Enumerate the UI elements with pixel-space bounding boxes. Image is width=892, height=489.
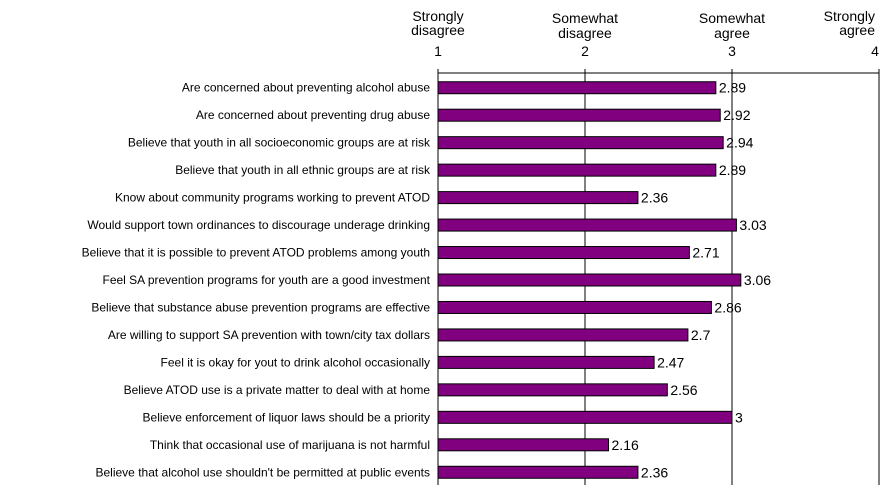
bar-14	[437, 465, 639, 479]
bar-0	[437, 81, 717, 95]
category-label-11: Believe ATOD use is a private matter to …	[124, 383, 431, 397]
bar-10	[437, 355, 655, 369]
value-labels: 2.89 2.92 2.94 2.89 2.36 3.03 2.71 3.062.862.7 2…	[612, 80, 772, 481]
x-tick-label-mid-4: agree	[839, 22, 875, 38]
x-tick-label-num-4: 4	[871, 43, 879, 59]
category-label-4: Know about community programs working to…	[115, 191, 430, 205]
value-label-13: 2.16	[612, 437, 639, 453]
value-label-6: 2.71	[692, 245, 719, 261]
value-label-5: 3.03	[739, 217, 766, 233]
category-label-13: Think that occasional use of marijuana i…	[150, 438, 430, 452]
x-tick-label-mid-3: agree	[714, 25, 750, 41]
bars	[437, 81, 742, 479]
bar-6	[437, 246, 690, 260]
category-label-7: Feel SA prevention programs for youth ar…	[102, 273, 430, 287]
bar-3	[437, 163, 717, 177]
category-label-9: Are willing to support SA prevention wit…	[108, 328, 430, 342]
value-label-2: 2.94	[726, 135, 753, 151]
category-label-10: Feel it is okay for yout to drink alcoho…	[161, 355, 430, 369]
bar-13	[437, 438, 610, 452]
category-labels: Are concerned about preventing alcohol a…	[82, 81, 431, 480]
bar-1	[437, 108, 721, 122]
value-label-8: 2.86	[714, 299, 741, 315]
value-label-4: 2.36	[641, 190, 668, 206]
bar-11	[437, 383, 668, 397]
value-label-14: 2.36	[641, 464, 668, 480]
category-label-14: Believe that alcohol use shouldn't be pe…	[96, 465, 431, 479]
category-label-8: Believe that substance abuse prevention …	[91, 300, 430, 314]
value-label-12: 3	[735, 409, 743, 425]
category-label-3: Believe that youth in all ethnic groups …	[175, 163, 431, 177]
x-tick-labels: Stronglydisagree1Somewhatdisagree2Somewh…	[411, 8, 879, 59]
value-label-3: 2.89	[719, 162, 746, 178]
value-label-7: 3.06	[744, 272, 771, 288]
x-tick-label-top-2: Somewhat	[552, 10, 618, 26]
value-label-11: 2.56	[670, 382, 697, 398]
x-tick-label-num-3: 3	[728, 43, 736, 59]
x-tick-label-num-1: 1	[434, 43, 442, 59]
category-label-2: Believe that youth in all socioeconomic …	[128, 136, 431, 150]
bar-5	[437, 218, 737, 232]
value-label-0: 2.89	[719, 80, 746, 96]
bar-7	[437, 273, 742, 287]
bar-4	[437, 191, 639, 205]
category-label-1: Are concerned about preventing drug abus…	[196, 108, 430, 122]
category-label-0: Are concerned about preventing alcohol a…	[182, 81, 431, 95]
x-tick-label-mid-2: disagree	[558, 25, 612, 41]
x-tick-label-top-3: Somewhat	[699, 10, 765, 26]
category-label-12: Believe enforcement of liquor laws shoul…	[143, 410, 430, 424]
bar-8	[437, 300, 712, 314]
value-label-1: 2.92	[723, 107, 750, 123]
value-label-10: 2.47	[657, 354, 684, 370]
category-label-5: Would support town ordinances to discour…	[87, 218, 430, 232]
category-label-6: Believe that it is possible to prevent A…	[82, 246, 430, 260]
x-tick-label-mid-1: disagree	[411, 22, 465, 38]
x-tick-label-num-2: 2	[581, 43, 589, 59]
bar-12	[437, 410, 733, 424]
value-label-9: 2.7	[691, 327, 711, 343]
x-tick-label-top-4: Strongly	[824, 8, 875, 24]
bar-2	[437, 136, 724, 150]
bar-9	[437, 328, 689, 342]
axes	[437, 69, 880, 485]
x-tick-label-top-1: Strongly	[412, 8, 463, 24]
